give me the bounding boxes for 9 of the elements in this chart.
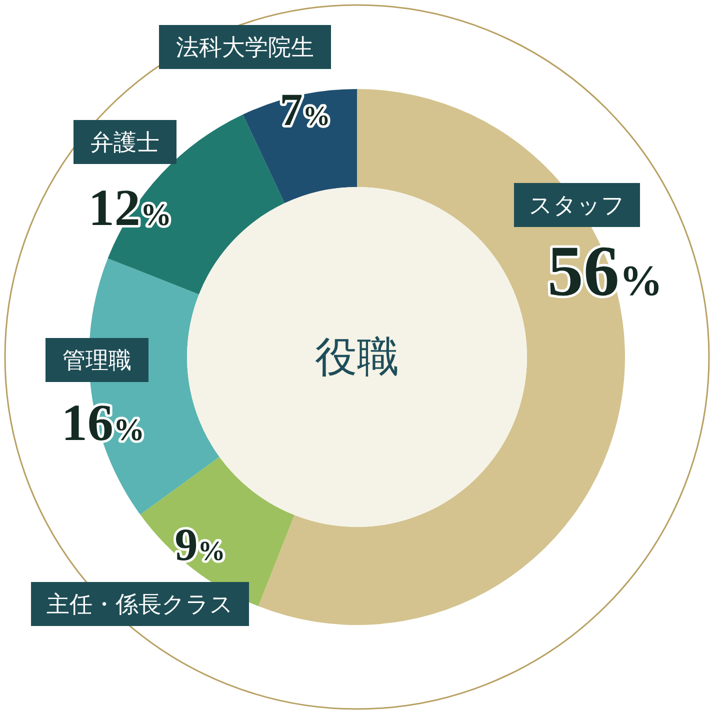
slice-label: 管理職 xyxy=(62,348,132,374)
slice-label: 主任・係長クラス xyxy=(46,592,234,618)
data-label: 7% xyxy=(280,84,330,135)
data-label: 9% xyxy=(174,519,226,570)
text: 役職 xyxy=(315,332,399,381)
slice-label: スタッフ xyxy=(529,193,625,219)
slice-label: 弁護士 xyxy=(90,130,160,156)
slice-label: 法科大学院生 xyxy=(176,35,314,61)
data-label: 12% xyxy=(88,180,172,237)
